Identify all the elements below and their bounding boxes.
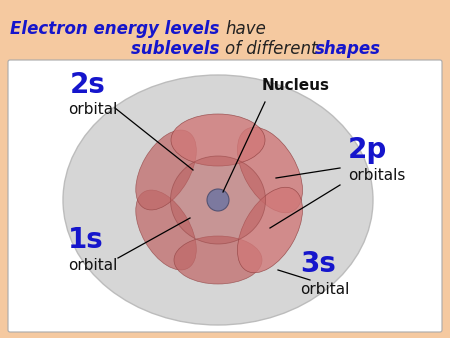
FancyBboxPatch shape xyxy=(8,60,442,332)
Ellipse shape xyxy=(63,75,373,325)
Ellipse shape xyxy=(136,130,196,210)
Text: of different: of different xyxy=(225,40,323,58)
Text: orbital: orbital xyxy=(68,102,117,117)
Ellipse shape xyxy=(171,156,266,244)
Ellipse shape xyxy=(174,236,262,284)
Ellipse shape xyxy=(238,127,302,213)
Text: shapes: shapes xyxy=(315,40,381,58)
Ellipse shape xyxy=(136,190,196,270)
Text: 2s: 2s xyxy=(70,71,106,99)
Ellipse shape xyxy=(238,187,302,273)
Text: Electron energy levels: Electron energy levels xyxy=(10,20,225,38)
Ellipse shape xyxy=(207,189,229,211)
Text: 1s: 1s xyxy=(68,226,104,254)
Text: orbital: orbital xyxy=(300,282,349,297)
Text: 3s: 3s xyxy=(300,250,336,278)
Text: 2p: 2p xyxy=(348,136,387,164)
Text: sublevels: sublevels xyxy=(131,40,225,58)
Text: orbitals: orbitals xyxy=(348,168,405,183)
Text: have: have xyxy=(225,20,266,38)
Text: Nucleus: Nucleus xyxy=(262,78,330,93)
Ellipse shape xyxy=(171,114,265,166)
Text: orbital: orbital xyxy=(68,258,117,273)
